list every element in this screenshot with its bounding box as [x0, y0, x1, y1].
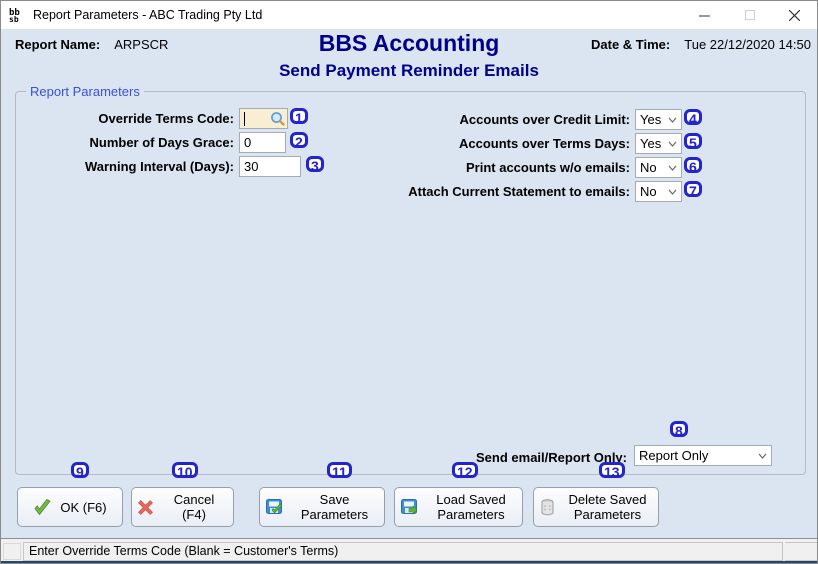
chevron-down-icon — [668, 117, 677, 123]
svg-text:bb: bb — [9, 8, 20, 18]
override-terms-input[interactable] — [239, 108, 288, 129]
chevron-down-icon — [668, 141, 677, 147]
chevron-down-icon — [668, 165, 677, 171]
button-badge-12: 12 — [452, 462, 478, 480]
close-button[interactable] — [772, 1, 817, 29]
over-credit-value: Yes — [640, 112, 662, 127]
over-credit-select[interactable]: Yes — [635, 109, 682, 130]
attach-statement-value: No — [640, 184, 657, 199]
button-badge-10: 10 — [172, 462, 198, 480]
datetime-label: Date & Time: — [591, 37, 671, 52]
maximize-button — [727, 1, 772, 29]
report-parameters-group: Report Parameters Override Terms Code: 1… — [15, 84, 806, 475]
button-badge-13: 13 — [599, 462, 625, 480]
group-title: Report Parameters — [26, 84, 144, 99]
svg-text:sb: sb — [9, 15, 19, 24]
save-disk-icon — [266, 498, 283, 514]
over-credit-label: Accounts over Credit Limit: — [459, 112, 630, 127]
print-wo-emails-select[interactable]: No — [635, 157, 682, 178]
field-badge-8: 8 — [670, 421, 688, 439]
field-badge-6: 6 — [684, 157, 702, 175]
status-end-panel — [785, 542, 817, 561]
override-terms-label: Override Terms Code: — [98, 111, 234, 126]
delete-saved-parameters-label: Delete Saved Parameters — [568, 492, 647, 522]
load-saved-parameters-label: Load Saved Parameters — [436, 492, 506, 522]
ok-button-label: OK (F6) — [60, 499, 107, 515]
field-badge-2: 2 — [290, 132, 308, 150]
lookup-magnifier-icon[interactable] — [270, 111, 285, 126]
window-controls — [682, 1, 817, 29]
chevron-down-icon — [758, 453, 767, 459]
over-terms-select[interactable]: Yes — [635, 133, 682, 154]
screen-title: Send Payment Reminder Emails — [279, 61, 539, 80]
warning-interval-label: Warning Interval (Days): — [84, 159, 234, 174]
minimize-icon — [699, 15, 710, 16]
print-wo-emails-label: Print accounts w/o emails: — [466, 160, 630, 175]
delete-bin-icon — [541, 498, 554, 515]
status-bar: Enter Override Terms Code (Blank = Custo… — [1, 538, 817, 563]
datetime-row: Date & Time: Tue 22/12/2020 14:50 — [591, 37, 811, 52]
field-badge-4: 4 — [684, 109, 702, 127]
warning-interval-input[interactable] — [239, 156, 301, 177]
field-badge-1: 1 — [290, 108, 308, 126]
ok-button[interactable]: OK (F6) — [17, 487, 123, 527]
window-bottom-edge — [1, 561, 817, 563]
minimize-button[interactable] — [682, 1, 727, 29]
button-badge-11: 11 — [327, 462, 352, 480]
app-title: BBS Accounting — [318, 30, 500, 56]
close-icon — [789, 9, 800, 21]
check-icon — [34, 498, 52, 515]
field-badge-7: 7 — [684, 181, 702, 199]
text-caret — [244, 112, 245, 126]
save-parameters-label: Save Parameters — [300, 492, 369, 522]
cancel-x-icon — [138, 499, 153, 515]
attach-statement-select[interactable]: No — [635, 181, 682, 202]
attach-statement-label: Attach Current Statement to emails: — [408, 184, 630, 199]
days-grace-input[interactable] — [239, 132, 286, 153]
report-name-row: Report Name: ARPSCR — [15, 37, 168, 52]
cancel-button-label: Cancel (F4) — [173, 492, 215, 522]
over-terms-value: Yes — [640, 136, 662, 151]
status-message: Enter Override Terms Code (Blank = Custo… — [23, 542, 783, 561]
button-badge-9: 9 — [71, 462, 89, 480]
field-badge-3: 3 — [306, 156, 324, 174]
datetime-value: Tue 22/12/2020 14:50 — [684, 37, 811, 52]
chevron-down-icon — [668, 189, 677, 195]
status-grip — [3, 543, 21, 560]
maximize-icon — [744, 10, 755, 20]
send-mode-label: Send email/Report Only: — [476, 450, 627, 465]
bbs-app-icon: bb sb — [9, 8, 20, 24]
load-saved-parameters-button[interactable]: Load Saved Parameters — [394, 487, 523, 527]
send-mode-select[interactable]: Report Only — [634, 445, 772, 466]
save-parameters-button[interactable]: Save Parameters — [259, 487, 385, 527]
title-bar: bb sb Report Parameters - ABC Trading Pt… — [1, 1, 817, 29]
delete-saved-parameters-button[interactable]: Delete Saved Parameters — [533, 487, 659, 527]
days-grace-label: Number of Days Grace: — [89, 135, 235, 150]
report-name-label: Report Name: — [15, 37, 101, 52]
window-title: Report Parameters - ABC Trading Pty Ltd — [33, 8, 263, 22]
send-mode-value: Report Only — [639, 448, 709, 463]
over-terms-label: Accounts over Terms Days: — [459, 136, 630, 151]
print-wo-emails-value: No — [640, 160, 657, 175]
report-name-value: ARPSCR — [114, 37, 169, 52]
cancel-button[interactable]: Cancel (F4) — [131, 487, 234, 527]
load-disk-icon — [401, 498, 418, 515]
field-badge-5: 5 — [684, 133, 702, 151]
